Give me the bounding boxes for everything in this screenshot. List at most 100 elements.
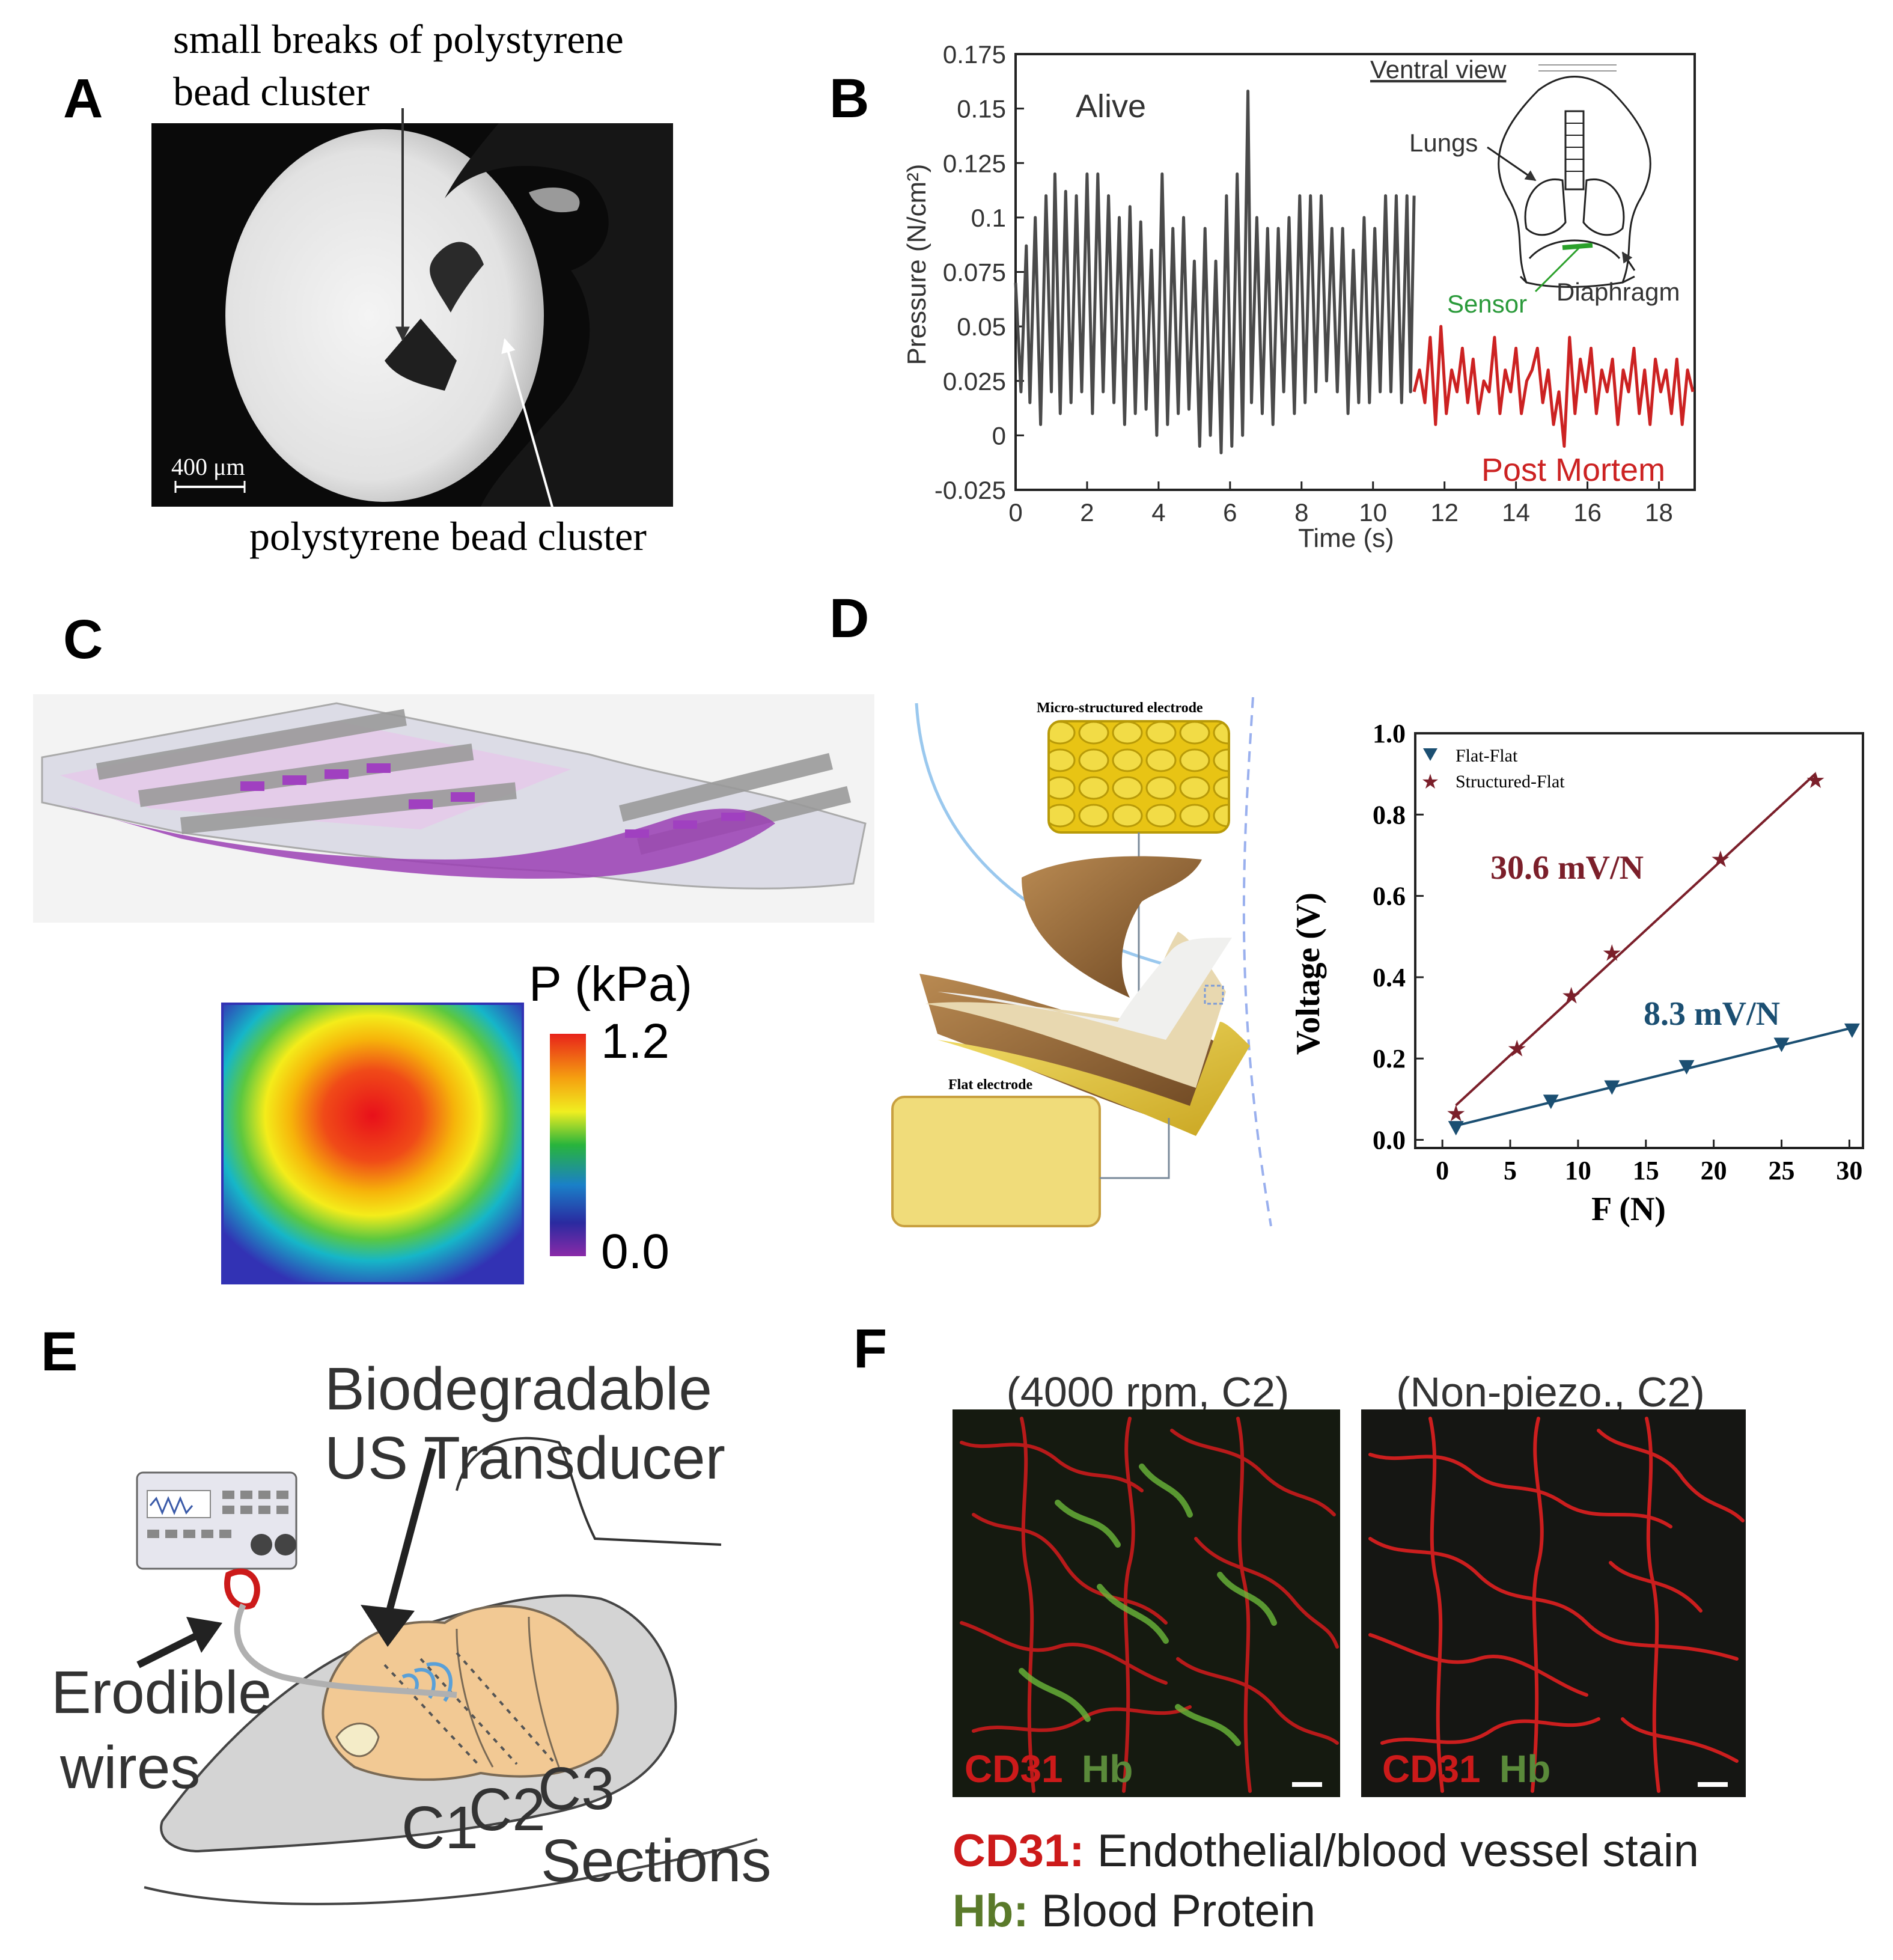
stain-label-hb-left: Hb [1082, 1747, 1133, 1791]
y-axis-label-d: Voltage (V) [1290, 893, 1327, 1055]
x-tick-label-d: 0 [1436, 1156, 1449, 1185]
x-tick-label-b: 2 [1080, 498, 1094, 527]
panel-d: D Micro-structured electrode Flat electr… [829, 588, 1864, 1228]
y-tick-label-b: 0.125 [943, 149, 1006, 177]
legend-flat-flat: Flat-Flat [1456, 746, 1518, 766]
y-tick-label-b: 0 [992, 421, 1006, 450]
sensor-array-render [33, 694, 874, 923]
title-4000rpm: (4000 rpm, C2) [1007, 1369, 1290, 1415]
y-tick-label-d: 1.0 [1373, 719, 1406, 748]
x-tick-label-b: 12 [1430, 498, 1459, 527]
label-wires: wires [59, 1734, 200, 1801]
x-axis-label-d: F (N) [1591, 1191, 1666, 1228]
legend-cd31-key: CD31: [953, 1825, 1085, 1876]
x-tick-label-d: 10 [1565, 1156, 1591, 1185]
label-ventral-view: Ventral view [1370, 55, 1507, 84]
legend-marker-structured-flat: ★ [1421, 771, 1439, 793]
label-lungs: Lungs [1409, 129, 1478, 157]
x-tick-label-b: 8 [1294, 498, 1308, 527]
point-structured-flat: ★ [1446, 1102, 1466, 1127]
legend-marker-flat-flat [1423, 748, 1437, 761]
point-structured-flat: ★ [1602, 941, 1622, 966]
colorbar-c: P (kPa) 1.2 0.0 [529, 957, 692, 1279]
x-tick-label-d: 30 [1836, 1156, 1862, 1185]
point-flat-flat [1844, 1023, 1860, 1038]
label-sections: Sections [541, 1827, 772, 1894]
y-tick-label-b: 0.15 [957, 95, 1006, 123]
panel-f: F (4000 rpm, C2) (Non-piezo., C2) [853, 1318, 1746, 1937]
y-tick-label-b: -0.025 [934, 476, 1006, 504]
legend-hb: Hb: Blood Protein [953, 1885, 1315, 1937]
x-tick-label-d: 25 [1769, 1156, 1795, 1185]
label-us-transducer: US Transducer [325, 1424, 725, 1492]
x-axis-label-b: Time (s) [1298, 524, 1394, 553]
y-tick-label-b: 0.1 [971, 204, 1006, 232]
legend-hb-text: Blood Protein [1029, 1885, 1315, 1937]
label-erodible: Erodible [51, 1659, 272, 1726]
electrode-illustration: Micro-structured electrode Flat electrod… [891, 697, 1272, 1227]
panel-letter-a: A [63, 68, 103, 129]
label-c1: C1 [401, 1794, 478, 1861]
y-tick-label-b: 0.05 [957, 313, 1006, 341]
label-polystyrene-bead-cluster: polystyrene bead cluster [249, 513, 647, 559]
mouse-inset-b: Ventral view Lungs Sensor Diaphragm [1370, 55, 1680, 318]
legend-d: Flat-Flat ★ Structured-Flat [1421, 746, 1565, 793]
panel-letter-d: D [829, 588, 869, 649]
x-tick-label-d: 5 [1504, 1156, 1517, 1185]
scalebar-a: 400 μm [171, 453, 245, 480]
colorbar-min: 0.0 [601, 1224, 669, 1279]
panel-letter-e: E [41, 1321, 78, 1382]
title-non-piezo: (Non-piezo., C2) [1396, 1369, 1705, 1415]
pressure-chart: 0 2 4 6 8 10 12 14 16 18-0.02500.0250.050.0750.10… [902, 40, 1696, 553]
stain-label-cd31-right: CD31 [1382, 1747, 1481, 1791]
point-structured-flat: ★ [1507, 1036, 1527, 1061]
point-flat-flat [1604, 1080, 1620, 1095]
slope-label-flat: 8.3 mV/N [1644, 995, 1780, 1033]
x-tick-label-b: 4 [1151, 498, 1165, 527]
label-post-mortem: Post Mortem [1481, 452, 1665, 488]
x-tick-label-b: 10 [1359, 498, 1387, 527]
fit-line-flat-flat [1456, 1027, 1853, 1127]
micrograph-non-piezo: CD31 Hb [1361, 1409, 1746, 1797]
y-tick-label-d: 0.8 [1373, 800, 1406, 829]
series-line-post-mortem [1412, 325, 1695, 448]
stain-label-hb-right: Hb [1499, 1747, 1550, 1791]
colorbar-title: P (kPa) [529, 957, 692, 1012]
label-bead-cluster-top: bead cluster [173, 69, 370, 114]
panel-e: E Biodegradable US Transducer [41, 1321, 772, 1905]
label-diaphragm: Diaphragm [1556, 278, 1680, 306]
label-biodegradable: Biodegradable [325, 1355, 712, 1423]
y-tick-label-d: 0.4 [1373, 963, 1406, 992]
x-tick-label-b: 16 [1573, 498, 1602, 527]
legend-hb-key: Hb: [953, 1885, 1029, 1937]
panel-b: B 0 2 4 6 8 10 12 14 16 18-0.02500.0250.050.0750.… [829, 40, 1696, 553]
x-tick-label-d: 15 [1633, 1156, 1659, 1185]
voltage-chart: 0 5 10 15 20 25 30 0.0 0.2 0.4 0.6 0.8 1.0 ★ ★ ★ ★ ★ ★ Vo… [1290, 719, 1864, 1228]
label-alive: Alive [1076, 88, 1146, 124]
y-tick-label-d: 0.2 [1373, 1044, 1406, 1073]
x-tick-label-b: 18 [1645, 498, 1673, 527]
label-c3: C3 [538, 1755, 615, 1822]
function-generator [136, 1471, 457, 1698]
point-flat-flat [1448, 1121, 1464, 1136]
label-micro-structured-electrode: Micro-structured electrode [1037, 700, 1203, 716]
point-flat-flat [1543, 1094, 1559, 1110]
y-tick-label-b: 0.075 [943, 258, 1006, 287]
label-sensor: Sensor [1447, 290, 1527, 318]
panel-a: A small breaks of polystyrene bead clust… [63, 16, 673, 559]
label-small-breaks: small breaks of polystyrene [173, 16, 624, 62]
x-tick-label-b: 0 [1008, 498, 1022, 527]
colorbar-max: 1.2 [601, 1014, 669, 1069]
panel-c: C [33, 609, 874, 1284]
brain-schematic [136, 1436, 758, 1905]
x-tick-label-d: 20 [1701, 1156, 1727, 1185]
label-c2: C2 [469, 1776, 546, 1843]
stain-label-cd31-left: CD31 [965, 1747, 1063, 1791]
legend-structured-flat: Structured-Flat [1456, 772, 1565, 792]
panel-letter-f: F [853, 1318, 887, 1379]
x-tick-label-b: 6 [1223, 498, 1237, 527]
legend-cd31: CD31: Endothelial/blood vessel stain [953, 1825, 1699, 1876]
slope-label-structured: 30.6 mV/N [1490, 849, 1644, 887]
plot-frame-d [1414, 732, 1864, 1149]
